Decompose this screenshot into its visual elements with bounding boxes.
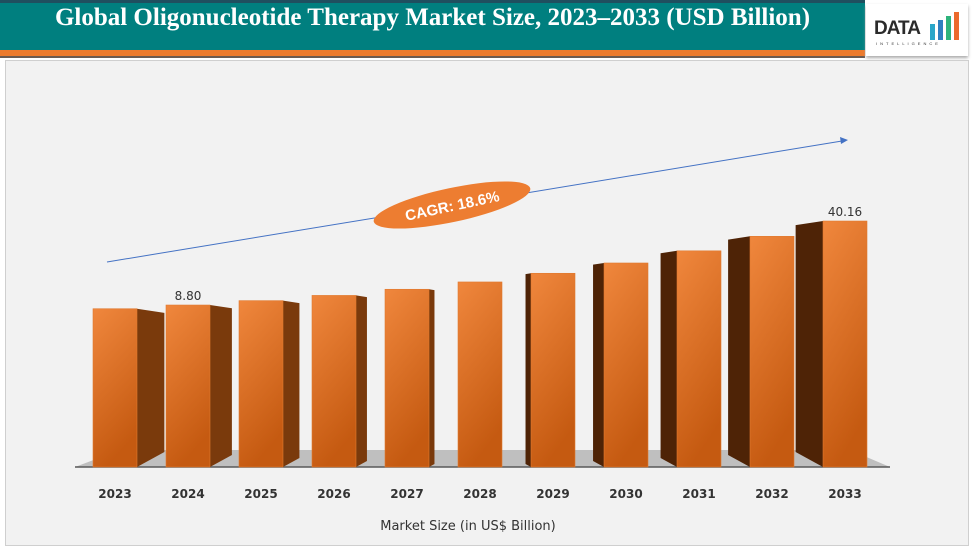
data-label: 8.80 <box>175 289 202 303</box>
logo-bars-icon <box>930 12 959 40</box>
bar-side <box>137 308 165 467</box>
x-tick-label: 2031 <box>682 487 715 501</box>
bar-side <box>283 300 300 467</box>
x-tick-label: 2024 <box>171 487 204 501</box>
x-tick-label: 2025 <box>244 487 277 501</box>
data-label: 40.16 <box>828 205 862 219</box>
title-stripe <box>0 50 865 58</box>
bar-side <box>728 236 750 467</box>
x-tick-label: 2023 <box>98 487 131 501</box>
bar-side <box>660 250 677 467</box>
x-tick-label: 2032 <box>755 487 788 501</box>
x-tick-label: 2030 <box>609 487 642 501</box>
title-banner <box>0 0 865 50</box>
bar-2025 <box>238 300 284 468</box>
logo-text: DATA <box>874 18 921 39</box>
x-tick-label: 2029 <box>536 487 569 501</box>
bar-2031 <box>676 250 722 468</box>
bar-side <box>356 295 367 467</box>
bar-2033 <box>822 220 868 468</box>
x-tick-label: 2027 <box>390 487 423 501</box>
chart-title: Global Oligonucleotide Therapy Market Si… <box>54 4 811 31</box>
bar-2024 <box>165 304 211 468</box>
bar-2030 <box>603 262 649 468</box>
bar-side <box>795 221 823 467</box>
bar-side <box>429 289 435 467</box>
bar-side <box>593 262 604 467</box>
cagr-badge <box>373 181 531 229</box>
bar-2029 <box>530 272 576 468</box>
logo-subtext: INTELLIGENCE <box>876 41 941 46</box>
bar-2028 <box>457 281 503 468</box>
x-axis-title: Market Size (in US$ Billion) <box>380 519 556 534</box>
bar-2032 <box>749 236 795 468</box>
x-tick-label: 2033 <box>828 487 861 501</box>
bar-2026 <box>311 295 357 468</box>
bar-side <box>525 273 531 467</box>
bar-2023 <box>92 308 138 468</box>
bar-side <box>210 305 232 467</box>
data-intelligence-logo: DATA INTELLIGENCE <box>866 4 968 56</box>
bar-2027 <box>384 288 430 468</box>
trend-arrowhead <box>840 137 848 144</box>
x-tick-label: 2026 <box>317 487 350 501</box>
x-tick-label: 2028 <box>463 487 496 501</box>
